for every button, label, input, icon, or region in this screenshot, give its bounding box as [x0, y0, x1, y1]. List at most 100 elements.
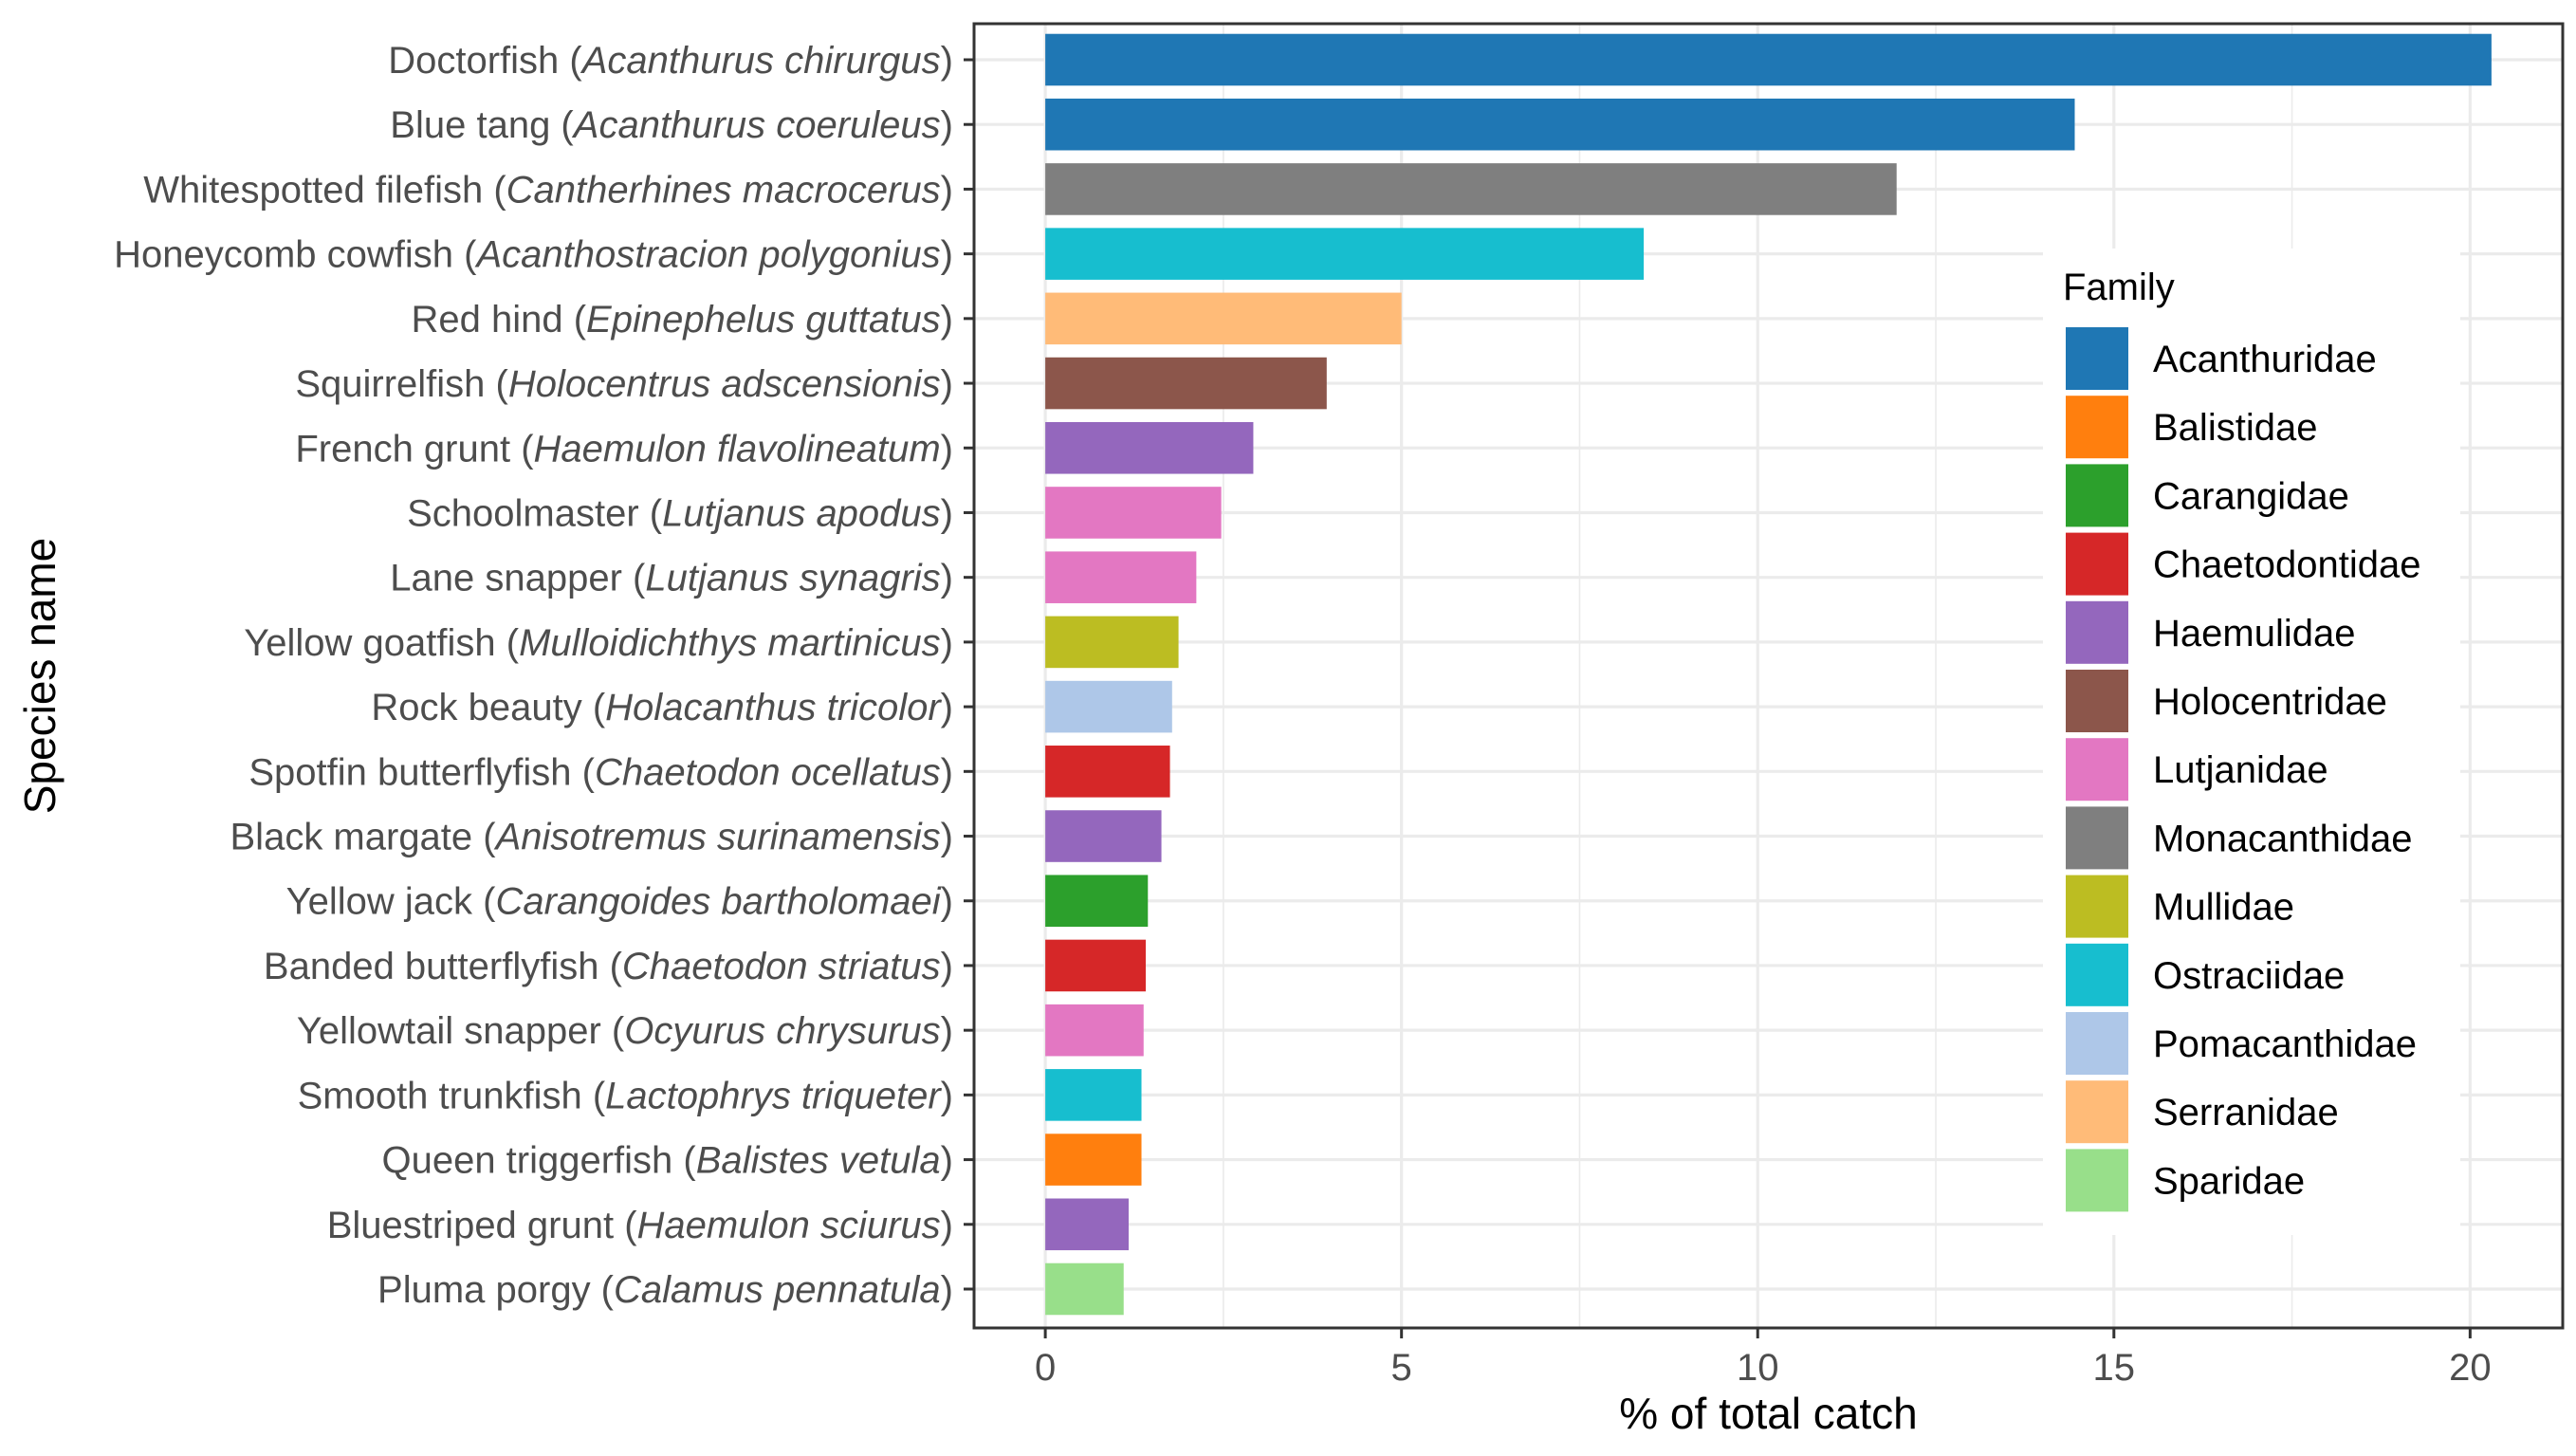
legend-swatch-balistidae — [2066, 396, 2128, 459]
bar-schoolmaster — [1045, 487, 1222, 539]
species-name-close-paren: ) — [941, 1140, 953, 1182]
legend-swatch-sparidae — [2066, 1149, 2128, 1212]
bar-yellow-goatfish — [1045, 616, 1179, 669]
bar-queen-triggerfish — [1045, 1133, 1142, 1186]
species-scientific-name: Anisotremus surinamensis — [494, 817, 941, 858]
species-common-name: French grunt ( — [295, 428, 534, 470]
x-tick-label: 0 — [1035, 1347, 1056, 1389]
bar-pluma-porgy — [1045, 1262, 1124, 1316]
bar-bluestriped-grunt — [1045, 1198, 1129, 1251]
species-common-name: Squirrelfish ( — [295, 363, 508, 405]
species-name-close-paren: ) — [941, 104, 953, 146]
species-common-name: Spotfin butterflyfish ( — [248, 751, 595, 793]
bars-group — [1045, 33, 2492, 1316]
legend-swatch-acanthuridae — [2066, 327, 2128, 390]
legend-label-acanthuridae: Acanthuridae — [2153, 339, 2377, 380]
x-tick-label: 5 — [1391, 1347, 1412, 1389]
species-name-close-paren: ) — [941, 946, 953, 987]
x-axis-title: % of total catch — [1619, 1389, 1918, 1438]
bar-squirrelfish — [1045, 357, 1327, 410]
species-common-name: Bluestriped grunt ( — [327, 1205, 638, 1246]
species-scientific-name: Acanthostracion polygonius — [474, 234, 940, 276]
plot-panel-border — [972, 22, 2565, 1330]
species-common-name: Red hind ( — [411, 299, 586, 341]
species-scientific-name: Holocentrus adscensionis — [508, 363, 941, 405]
y-tick-label: Bluestriped grunt (Haemulon sciurus) — [327, 1205, 953, 1246]
legend-label-serranidae: Serranidae — [2153, 1092, 2339, 1133]
species-scientific-name: Mulloidichthys martinicus — [519, 622, 941, 664]
legend-title: Family — [2063, 267, 2175, 308]
species-scientific-name: Acanthurus chirurgus — [580, 40, 941, 82]
species-scientific-name: Cantherhines macrocerus — [506, 169, 941, 211]
species-common-name: Schoolmaster ( — [407, 492, 663, 534]
species-common-name: Yellow jack ( — [286, 881, 497, 923]
species-scientific-name: Chaetodon ocellatus — [595, 751, 941, 793]
species-name-close-paren: ) — [941, 428, 953, 470]
species-common-name: Lane snapper ( — [390, 558, 646, 599]
species-scientific-name: Balistes vetula — [696, 1140, 941, 1182]
bar-smooth-trunkfish — [1045, 1069, 1142, 1121]
x-tick-label: 15 — [2093, 1347, 2136, 1389]
species-name-close-paren: ) — [941, 881, 953, 923]
x-tick-label: 10 — [1737, 1347, 1779, 1389]
species-common-name: Yellowtail snapper ( — [297, 1010, 625, 1052]
species-common-name: Doctorfish ( — [388, 40, 582, 82]
species-scientific-name: Calamus pennatula — [614, 1269, 941, 1311]
species-scientific-name: Lactophrys triqueter — [605, 1075, 942, 1116]
species-common-name: Black margate ( — [230, 817, 497, 858]
y-tick-label: Schoolmaster (Lutjanus apodus) — [407, 492, 953, 534]
legend-label-carangidae: Carangidae — [2153, 475, 2349, 517]
bar-blue-tang — [1045, 98, 2075, 151]
legend-label-ostraciidae: Ostraciidae — [2153, 955, 2345, 997]
y-tick-label: Lane snapper (Lutjanus synagris) — [390, 558, 953, 599]
legend: Family Acanthuridae Balistidae Carangidae Ch… — [2043, 249, 2460, 1235]
y-tick-label: French grunt (Haemulon flavolineatum) — [295, 428, 953, 470]
bar-black-margate — [1045, 810, 1162, 862]
bar-yellow-jack — [1045, 875, 1149, 928]
y-tick-label: Whitespotted filefish (Cantherhines macr… — [143, 169, 953, 211]
y-tick-label: Red hind (Epinephelus guttatus) — [411, 299, 953, 341]
y-tick-label: Rock beauty (Holacanthus tricolor) — [371, 687, 953, 728]
species-scientific-name: Acanthurus coeruleus — [572, 104, 941, 146]
y-tick-label: Black margate (Anisotremus surinamensis) — [230, 817, 954, 858]
y-axis-title: Species name — [15, 538, 64, 815]
legend-swatch-chaetodontidae — [2066, 532, 2128, 596]
bar-doctorfish — [1045, 33, 2492, 86]
y-tick-label: Spotfin butterflyfish (Chaetodon ocellat… — [248, 751, 953, 793]
bar-red-hind — [1045, 292, 1402, 345]
species-name-close-paren: ) — [941, 363, 953, 405]
y-tick-label: Honeycomb cowfish (Acanthostracion polyg… — [114, 234, 953, 276]
species-name-close-paren: ) — [941, 1075, 953, 1116]
species-name-close-paren: ) — [941, 817, 953, 858]
legend-swatch-carangidae — [2066, 464, 2128, 527]
x-axis: 0 5 10 15 20 — [1035, 1328, 2492, 1389]
species-scientific-name: Chaetodon striatus — [622, 946, 941, 987]
legend-swatch-pomacanthidae — [2066, 1012, 2128, 1075]
y-tick-label: Yellow jack (Carangoides bartholomaei) — [286, 881, 953, 923]
species-name-close-paren: ) — [941, 1205, 953, 1246]
x-tick-label: 20 — [2449, 1347, 2492, 1389]
species-name-close-paren: ) — [941, 169, 953, 211]
y-tick-label: Yellowtail snapper (Ocyurus chrysurus) — [297, 1010, 953, 1052]
species-name-close-paren: ) — [941, 234, 953, 276]
bar-banded-butterflyfish — [1045, 939, 1147, 992]
y-tick-label: Doctorfish (Acanthurus chirurgus) — [388, 40, 953, 82]
species-scientific-name: Lutjanus apodus — [662, 492, 941, 534]
y-tick-label: Queen triggerfish (Balistes vetula) — [381, 1140, 953, 1182]
species-name-close-paren: ) — [941, 751, 953, 793]
species-common-name: Pluma porgy ( — [377, 1269, 615, 1311]
legend-swatch-mullidae — [2066, 875, 2128, 938]
legend-swatch-serranidae — [2066, 1080, 2128, 1144]
species-common-name: Honeycomb cowfish ( — [114, 234, 477, 276]
species-name-close-paren: ) — [941, 40, 953, 82]
species-common-name: Rock beauty ( — [371, 687, 605, 728]
legend-label-sparidae: Sparidae — [2153, 1160, 2305, 1202]
legend-label-mullidae: Mullidae — [2153, 887, 2294, 929]
y-tick-label: Squirrelfish (Holocentrus adscensionis) — [295, 363, 953, 405]
legend-swatch-holocentridae — [2066, 670, 2128, 732]
legend-label-haemulidae: Haemulidae — [2153, 613, 2355, 654]
species-scientific-name: Haemulon sciurus — [637, 1205, 941, 1246]
legend-swatch-ostraciidae — [2066, 943, 2128, 1006]
species-name-close-paren: ) — [941, 492, 953, 534]
